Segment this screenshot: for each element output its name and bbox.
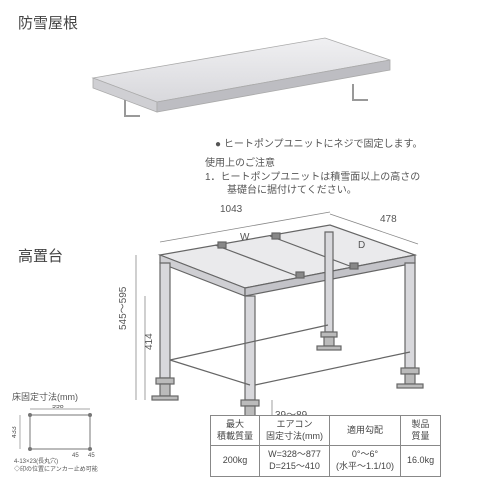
td-mass: 16.0kg (401, 446, 441, 476)
svg-text:45: 45 (72, 453, 79, 459)
svg-text:433: 433 (12, 426, 18, 438)
floor-title: 床固定寸法(mm) (12, 390, 107, 403)
td-slope: 0°～6°(水平～1.1/10) (330, 446, 401, 476)
th-load: 最大積載質量 (211, 416, 260, 446)
roof-title: 防雪屋根 (18, 12, 78, 33)
dim-d: D (358, 240, 365, 251)
dim-depth: 478 (380, 214, 397, 225)
roof-panel-diagram (85, 30, 395, 125)
caution-line-2: 基礎台に据付けてください。 (227, 181, 357, 196)
th-mass: 製品質量 (401, 416, 441, 446)
dim-w: W (240, 232, 250, 243)
stand-diagram: 1043 W 478 D 545～595 414 39～89 (100, 200, 440, 425)
svg-text:45: 45 (88, 453, 95, 459)
svg-text:4-13×23(長丸穴): 4-13×23(長丸穴) (14, 457, 58, 465)
caution-heading: 使用上のご注意 (205, 154, 275, 169)
dim-height-range: 545～595 (118, 286, 129, 330)
dim-top-width: 1043 (220, 204, 243, 215)
spec-table: 最大積載質量 エアコン固定寸法(mm) 適用勾配 製品質量 200kg W=32… (210, 415, 441, 477)
floor-fix-diagram: 床固定寸法(mm) 998 433 45 45 4-13×23(長丸穴) ◇印の… (12, 390, 107, 478)
td-load: 200kg (211, 446, 260, 476)
dim-mid-h: 414 (144, 333, 155, 350)
td-fix: W=328～877D=215～410 (260, 446, 330, 476)
stand-title: 高置台 (18, 245, 63, 266)
fix-note: ● ヒートポンプユニットにネジで固定します。 (215, 135, 423, 150)
th-fix: エアコン固定寸法(mm) (260, 416, 330, 446)
svg-text:998: 998 (52, 405, 64, 410)
svg-text:◇印の位置にアンカー止め可能: ◇印の位置にアンカー止め可能 (14, 465, 98, 473)
th-slope: 適用勾配 (330, 416, 401, 446)
